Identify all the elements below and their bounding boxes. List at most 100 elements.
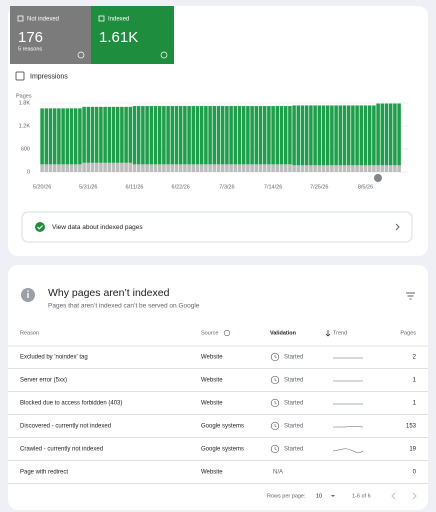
pages: 1 xyxy=(413,378,417,384)
bar-segment xyxy=(225,106,229,165)
bar-segment xyxy=(90,106,95,163)
bar-segment xyxy=(271,164,275,172)
next-page[interactable] xyxy=(412,492,417,500)
bar-segment xyxy=(103,162,107,172)
bar-segment xyxy=(216,164,221,172)
column-header[interactable]: Pages xyxy=(400,330,416,336)
bar-segment xyxy=(111,162,116,172)
bar-segment xyxy=(166,164,170,172)
bar-segment xyxy=(199,106,204,165)
x-tick-label: 6/11/26 xyxy=(126,184,144,190)
bar-segment xyxy=(304,165,309,172)
bar-segment xyxy=(363,165,368,172)
help-icon[interactable] xyxy=(77,51,85,59)
bar-segment xyxy=(69,108,74,165)
clock-icon xyxy=(270,421,280,431)
column-header[interactable]: Source xyxy=(201,330,218,336)
bar-segment xyxy=(351,105,355,166)
bar-segment xyxy=(241,106,246,165)
indexed-tile[interactable] xyxy=(91,6,174,64)
bar-segment xyxy=(69,164,74,172)
help-icon[interactable] xyxy=(160,51,168,59)
source: Website xyxy=(201,470,223,476)
source: Website xyxy=(201,401,223,407)
prev-page[interactable] xyxy=(391,492,396,500)
bar-segment xyxy=(94,162,99,172)
y-tick-label: 1.8K xyxy=(19,100,31,106)
bar-segment xyxy=(321,165,326,172)
reason[interactable]: Crawled - currently not indexed xyxy=(20,447,103,453)
bar-segment xyxy=(367,165,372,172)
bar-segment xyxy=(283,106,288,165)
link-box[interactable] xyxy=(21,211,413,243)
bar-segment xyxy=(145,164,149,172)
reason[interactable]: Page with redirect xyxy=(20,470,68,476)
pages: 1 xyxy=(413,401,417,407)
info-glyph xyxy=(27,293,29,298)
bar-segment xyxy=(342,165,347,172)
annotation-marker[interactable] xyxy=(374,174,382,182)
column-header[interactable]: Validation xyxy=(270,330,297,336)
x-tick-label: 7/25/26 xyxy=(310,184,328,190)
bar-segment xyxy=(363,105,368,166)
bar-segment xyxy=(153,164,158,172)
filter-icon[interactable] xyxy=(406,292,415,300)
bar-segment xyxy=(149,164,154,172)
bar-segment xyxy=(178,106,183,165)
checkbox[interactable] xyxy=(15,71,25,81)
bar-segment xyxy=(317,165,322,172)
clock-icon xyxy=(270,398,280,408)
bar-segment xyxy=(388,165,393,172)
bar-segment xyxy=(321,105,326,166)
clock-hands xyxy=(274,424,277,428)
bar-segment xyxy=(393,103,397,166)
clock-hands xyxy=(274,447,277,451)
bar-segment xyxy=(153,106,158,165)
bar-segment xyxy=(136,106,141,165)
not-indexed-tile[interactable] xyxy=(10,6,91,64)
bar-segment xyxy=(258,164,263,172)
bar-segment xyxy=(208,106,212,165)
info-glyph xyxy=(27,290,29,292)
bar-segment xyxy=(120,162,124,172)
x-tick-label: 7/3/26 xyxy=(219,184,234,190)
x-tick-label: 6/22/26 xyxy=(172,184,190,190)
sparkline xyxy=(332,448,364,453)
bar-segment xyxy=(393,165,397,172)
bar-segment xyxy=(313,165,317,172)
bar-segment xyxy=(279,106,284,165)
bar-segment xyxy=(82,162,86,172)
column-header[interactable]: Reason xyxy=(20,330,39,336)
rows-per-page[interactable]: 10 xyxy=(316,493,322,499)
link-text[interactable]: View data about indexed pages xyxy=(52,224,143,231)
bar-segment xyxy=(300,165,305,172)
bar-segment xyxy=(246,106,250,165)
bar-segment xyxy=(267,164,271,172)
source: Website xyxy=(201,355,223,361)
bar-segment xyxy=(250,164,254,172)
check-mark xyxy=(37,225,43,230)
reason[interactable]: Server error (5xx) xyxy=(20,378,67,384)
bar-segment xyxy=(330,105,334,166)
bar-segment xyxy=(351,165,355,172)
reason[interactable]: Excluded by 'noindex' tag xyxy=(20,355,88,361)
reason[interactable]: Blocked due to access forbidden (403) xyxy=(20,401,122,407)
bar-segment xyxy=(82,106,86,163)
bar-segment xyxy=(346,165,351,172)
bar-segment xyxy=(292,105,296,166)
help-icon[interactable] xyxy=(223,329,231,337)
bar-segment xyxy=(388,103,393,166)
clock-icon xyxy=(270,444,280,454)
reason[interactable]: Discovered - currently not indexed xyxy=(20,424,111,430)
bar-segment xyxy=(162,106,166,165)
validation: N/A xyxy=(273,470,283,476)
source: Google systems xyxy=(201,424,244,430)
bar-segment xyxy=(262,164,267,172)
bar-segment xyxy=(241,164,246,172)
bar-segment xyxy=(212,106,217,165)
bar-segment xyxy=(275,106,280,165)
bar-segment xyxy=(166,106,170,165)
bar-segment xyxy=(191,106,196,165)
pages: 153 xyxy=(406,424,417,430)
bar-segment xyxy=(292,165,296,172)
